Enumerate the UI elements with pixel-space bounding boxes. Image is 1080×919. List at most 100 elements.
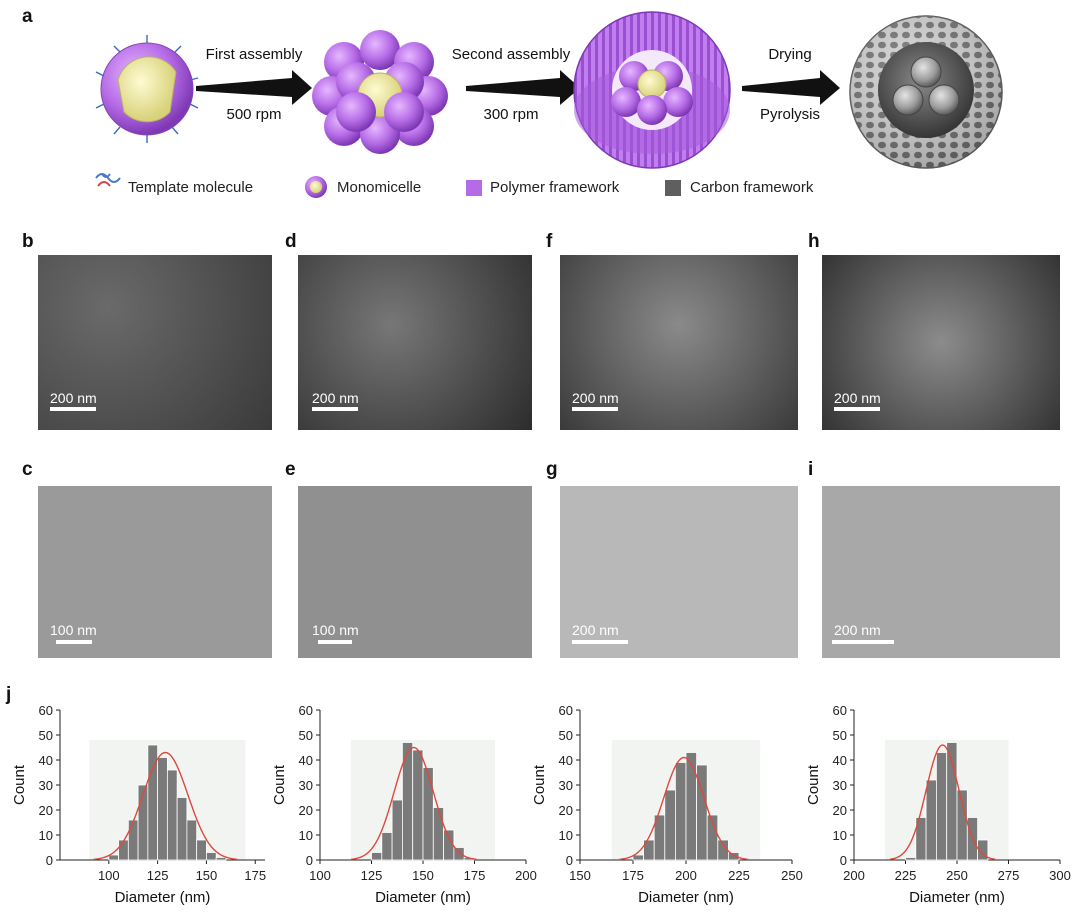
chart2-bar xyxy=(443,829,455,861)
chart4-x-tick-label: 250 xyxy=(946,868,968,883)
chart2-bar xyxy=(381,832,393,861)
sem-image-f: 200 nm xyxy=(560,255,798,430)
arrow-drying-pyrolysis xyxy=(742,70,840,105)
scale-bar-d xyxy=(312,407,358,411)
chart1-bar xyxy=(108,854,119,861)
scale-bar-e xyxy=(318,640,352,644)
carbon-sphere-illustration xyxy=(849,15,1003,169)
chart3-x-tick-label: 175 xyxy=(622,868,644,883)
chart1-bar xyxy=(127,819,139,861)
chart1-x-tick-label: 125 xyxy=(147,868,169,883)
scale-bar-f xyxy=(572,407,618,411)
scale-text-f: 200 nm xyxy=(572,390,619,406)
chart2-y-tick-label: 30 xyxy=(299,778,313,793)
scale-bar-i xyxy=(832,640,894,644)
chart4-bar xyxy=(925,779,937,861)
chart1-bar xyxy=(215,857,227,861)
chart1-x-tick-label: 150 xyxy=(196,868,218,883)
chart3-x-tick-label: 200 xyxy=(675,868,697,883)
scale-bar-g xyxy=(572,640,628,644)
step3-label: Drying xyxy=(768,46,812,63)
scale-text-c: 100 nm xyxy=(50,622,97,638)
step3-process: Pyrolysis xyxy=(759,106,820,123)
chart2-y-tick-label: 0 xyxy=(306,853,313,868)
panel-label-g: g xyxy=(546,459,558,480)
chart2-bar xyxy=(412,749,424,861)
panel-label-a: a xyxy=(22,6,33,27)
chart1-bar xyxy=(157,757,168,861)
panel-label-i: i xyxy=(808,459,814,480)
scale-bar-b xyxy=(50,407,96,411)
chart1-bar xyxy=(176,797,188,861)
tem-image-g: 200 nm xyxy=(560,486,798,658)
sem-image-h: 200 nm xyxy=(822,255,1060,430)
chart2-x-tick-label: 125 xyxy=(361,868,383,883)
chart3-x-tick-label: 225 xyxy=(728,868,750,883)
chart4-y-tick-label: 60 xyxy=(833,703,847,718)
chart3-fit-curve xyxy=(619,756,749,861)
chart3-y-tick-label: 10 xyxy=(559,828,573,843)
chart3-bar xyxy=(706,814,719,861)
chart3-bar xyxy=(717,839,729,861)
chart2-fit-curve xyxy=(351,746,477,861)
chart3-x-tick-label: 150 xyxy=(569,868,591,883)
chart1-y-tick-label: 60 xyxy=(39,703,53,718)
chart1-y-tick-label: 20 xyxy=(39,803,53,818)
panel-label-c: c xyxy=(22,459,33,480)
chart2-x-tick-label: 100 xyxy=(309,868,331,883)
chart1-y-tick-label: 0 xyxy=(46,853,53,868)
chart3-bar xyxy=(685,752,698,861)
chart1-bar xyxy=(186,819,198,861)
chart2-y-tick-label: 20 xyxy=(299,803,313,818)
tem-image-e: 100 nm xyxy=(298,486,532,658)
arrow-second-assembly xyxy=(466,70,580,105)
chart1-x-tick-label: 175 xyxy=(244,868,266,883)
scale-text-h: 200 nm xyxy=(834,390,881,406)
chart1-y-tick-label: 30 xyxy=(39,778,53,793)
chart3-y-tick-label: 30 xyxy=(559,778,573,793)
legend-carbon-framework: Carbon framework xyxy=(690,179,814,196)
panel-label-e: e xyxy=(285,459,296,480)
step1-speed: 500 rpm xyxy=(226,106,282,123)
chart2-y-tick-label: 10 xyxy=(299,828,313,843)
tem-image-i: 200 nm xyxy=(822,486,1060,658)
chart4-y-axis-label: Count xyxy=(805,764,822,805)
chart3-x-tick-label: 250 xyxy=(781,868,803,883)
chart3-y-tick-label: 50 xyxy=(559,728,573,743)
tem-image-c: 100 nm xyxy=(38,486,272,658)
chart2-bar xyxy=(391,799,403,861)
chart1-y-tick-label: 40 xyxy=(39,753,53,768)
schematic-svg xyxy=(95,11,1003,198)
chart1-bar xyxy=(206,852,217,861)
chart1-bar xyxy=(196,839,207,861)
chart4-x-tick-label: 225 xyxy=(895,868,917,883)
chart4-fit-curve xyxy=(889,744,996,861)
carbon-framework-swatch xyxy=(665,180,681,196)
chart4-x-tick-label: 300 xyxy=(1049,868,1071,883)
chart1-bar xyxy=(118,839,129,861)
chart2-bar xyxy=(453,847,465,861)
chart2-x-tick-label: 200 xyxy=(515,868,537,883)
chart4-y-tick-label: 20 xyxy=(833,803,847,818)
panel-label-j: j xyxy=(6,684,12,705)
chart2-bar xyxy=(432,807,444,861)
step2-speed: 300 rpm xyxy=(483,106,539,123)
chart4-bar xyxy=(977,839,989,861)
panel-label-h: h xyxy=(808,231,820,252)
polymer-sphere-illustration xyxy=(573,11,731,169)
chart2-y-axis-label: Count xyxy=(271,764,288,805)
arrow-first-assembly xyxy=(196,70,312,105)
step2-label: Second assembly xyxy=(451,46,571,63)
chart3-y-tick-label: 20 xyxy=(559,803,573,818)
chart4-x-tick-label: 200 xyxy=(843,868,865,883)
chart1-x-axis-label: Diameter (nm) xyxy=(115,889,211,906)
scale-bar-h xyxy=(834,407,880,411)
chart4-x-axis-label: Diameter (nm) xyxy=(909,889,1005,906)
chart2-y-tick-label: 40 xyxy=(299,753,313,768)
chart4-x-tick-label: 275 xyxy=(998,868,1020,883)
monomicelle-icon xyxy=(305,176,327,198)
chart2-y-tick-label: 60 xyxy=(299,703,313,718)
scale-bar-c xyxy=(56,640,92,644)
chart3-y-tick-label: 60 xyxy=(559,703,573,718)
